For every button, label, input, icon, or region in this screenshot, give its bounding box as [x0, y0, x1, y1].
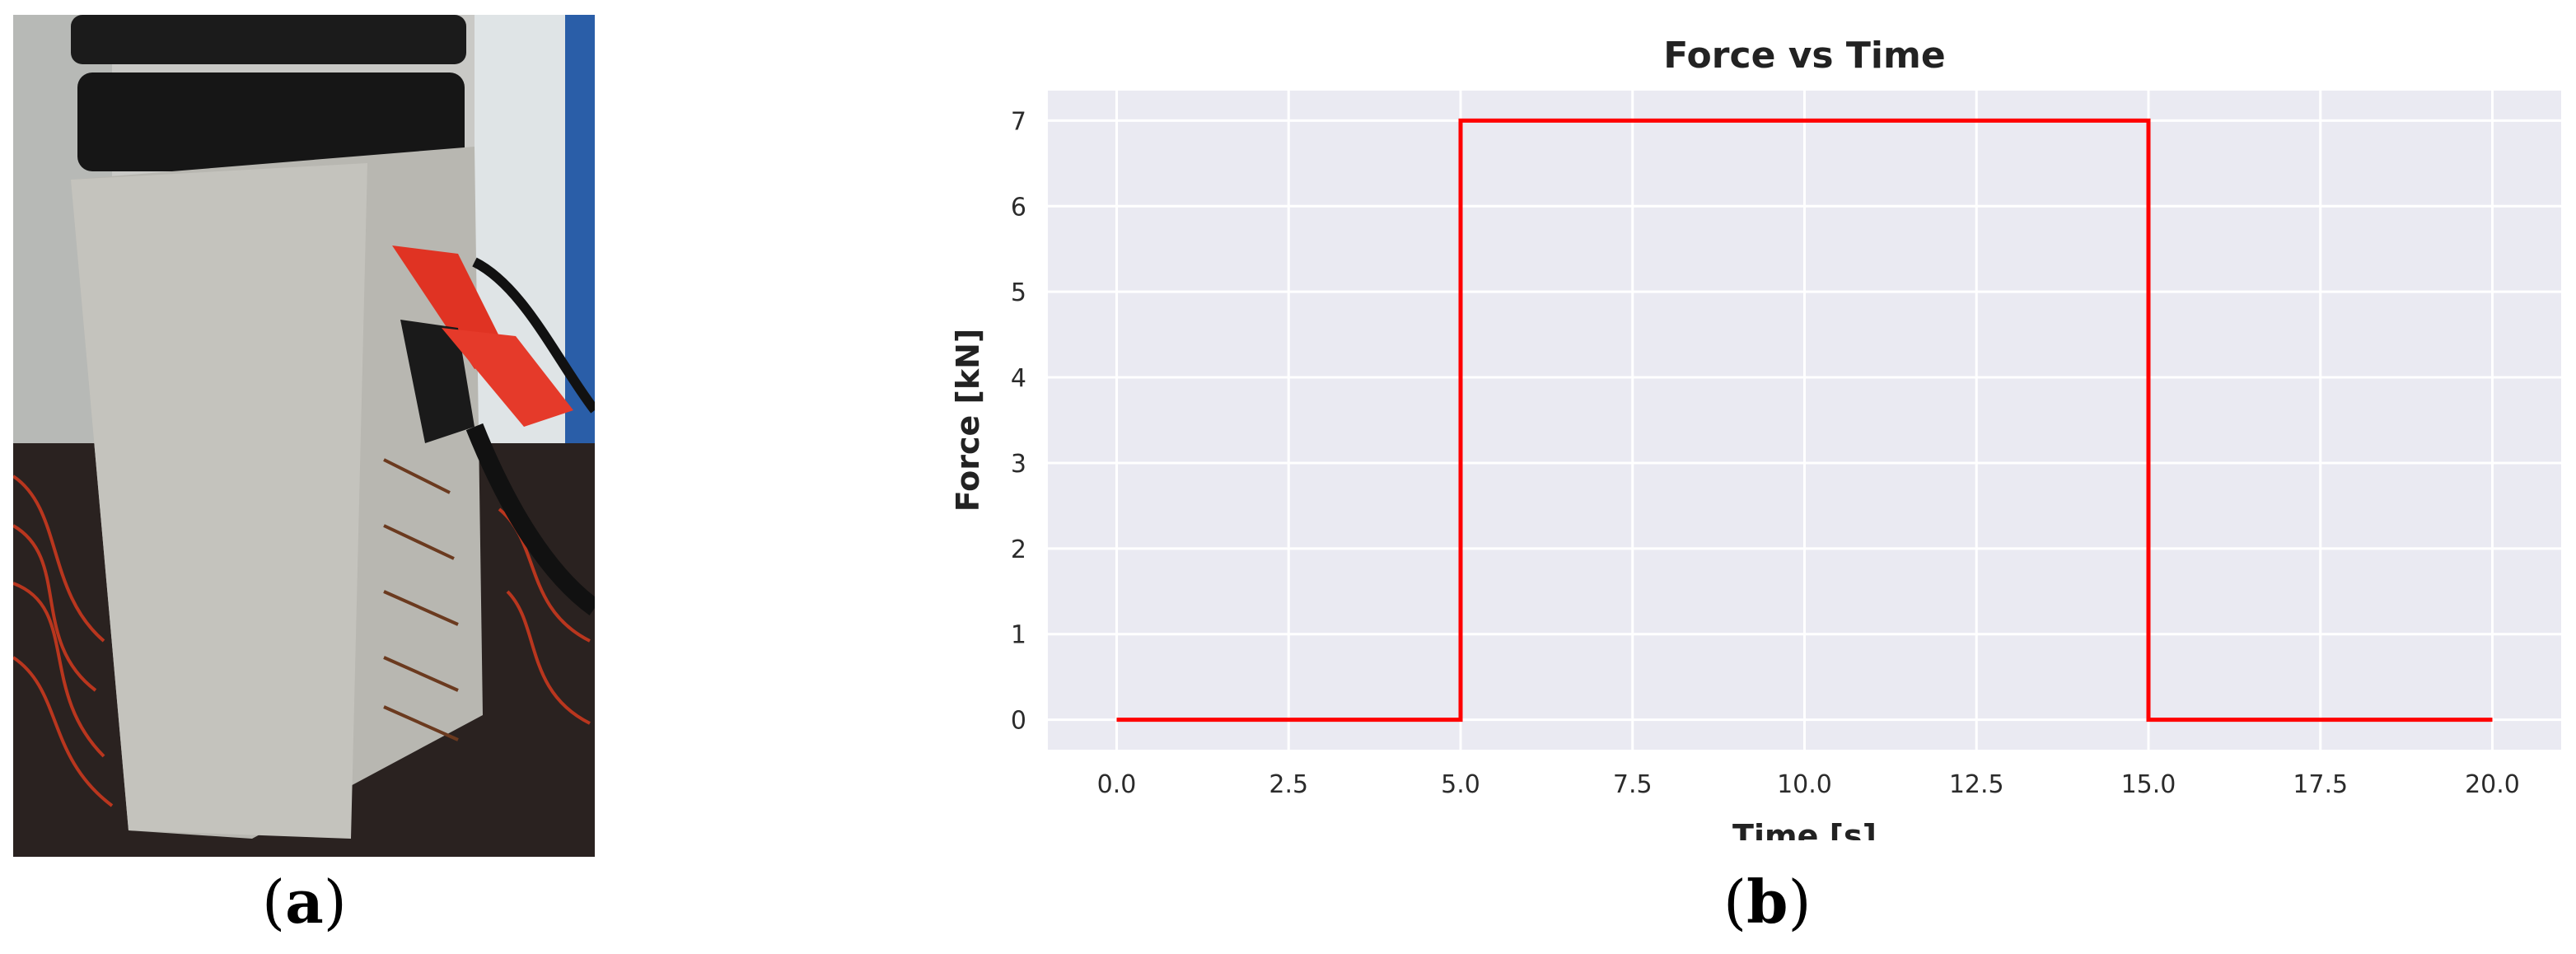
x-tick-label: 15.0 — [2121, 770, 2176, 799]
x-tick-label: 0.0 — [1097, 770, 1137, 799]
caption-a: (a) — [262, 867, 347, 937]
force-time-chart: 0.0 2.5 5.0 7.5 10.0 12.5 15.0 17.5 20.0 0 1 2 3 4 5 6… — [950, 35, 2561, 840]
y-tick-label: 6 — [1011, 193, 1026, 222]
x-tick-label: 5.0 — [1441, 770, 1480, 799]
photo-top-pad-1 — [71, 15, 466, 64]
x-tick-label: 7.5 — [1613, 770, 1653, 799]
y-tick-labels: 0 1 2 3 4 5 6 7 — [1011, 107, 1026, 735]
x-tick-label: 2.5 — [1269, 770, 1308, 799]
y-tick-label: 4 — [1011, 364, 1026, 393]
photo-image — [13, 15, 595, 857]
x-tick-label: 12.5 — [1949, 770, 2004, 799]
caption-b: (b) — [1723, 867, 1812, 937]
force-series-line — [1116, 118, 2493, 723]
x-tick-label: 20.0 — [2465, 770, 2520, 799]
y-axis-label: Force [kN] — [950, 329, 986, 512]
y-tick-label: 3 — [1011, 450, 1026, 479]
photo-concrete-specimen — [13, 15, 595, 857]
y-tick-label: 0 — [1011, 707, 1026, 736]
photo-clips — [392, 246, 595, 615]
series-layer — [1116, 118, 2493, 723]
x-tick-label: 10.0 — [1777, 770, 1832, 799]
chart-title: Force vs Time — [1663, 35, 1945, 77]
photo-concrete-front-face — [71, 163, 367, 839]
y-tick-label: 2 — [1011, 535, 1026, 564]
x-tick-labels: 0.0 2.5 5.0 7.5 10.0 12.5 15.0 17.5 20.0 — [1097, 770, 2520, 799]
photo-red-wires — [13, 475, 591, 807]
y-tick-label: 1 — [1011, 621, 1026, 650]
photo-top-pad-2 — [77, 72, 465, 171]
y-tick-label: 5 — [1011, 278, 1026, 307]
y-tick-label: 7 — [1011, 107, 1026, 136]
x-tick-label: 17.5 — [2293, 770, 2348, 799]
photo-electrodes — [383, 458, 459, 741]
x-axis-label: Time [s] — [1732, 818, 1877, 840]
